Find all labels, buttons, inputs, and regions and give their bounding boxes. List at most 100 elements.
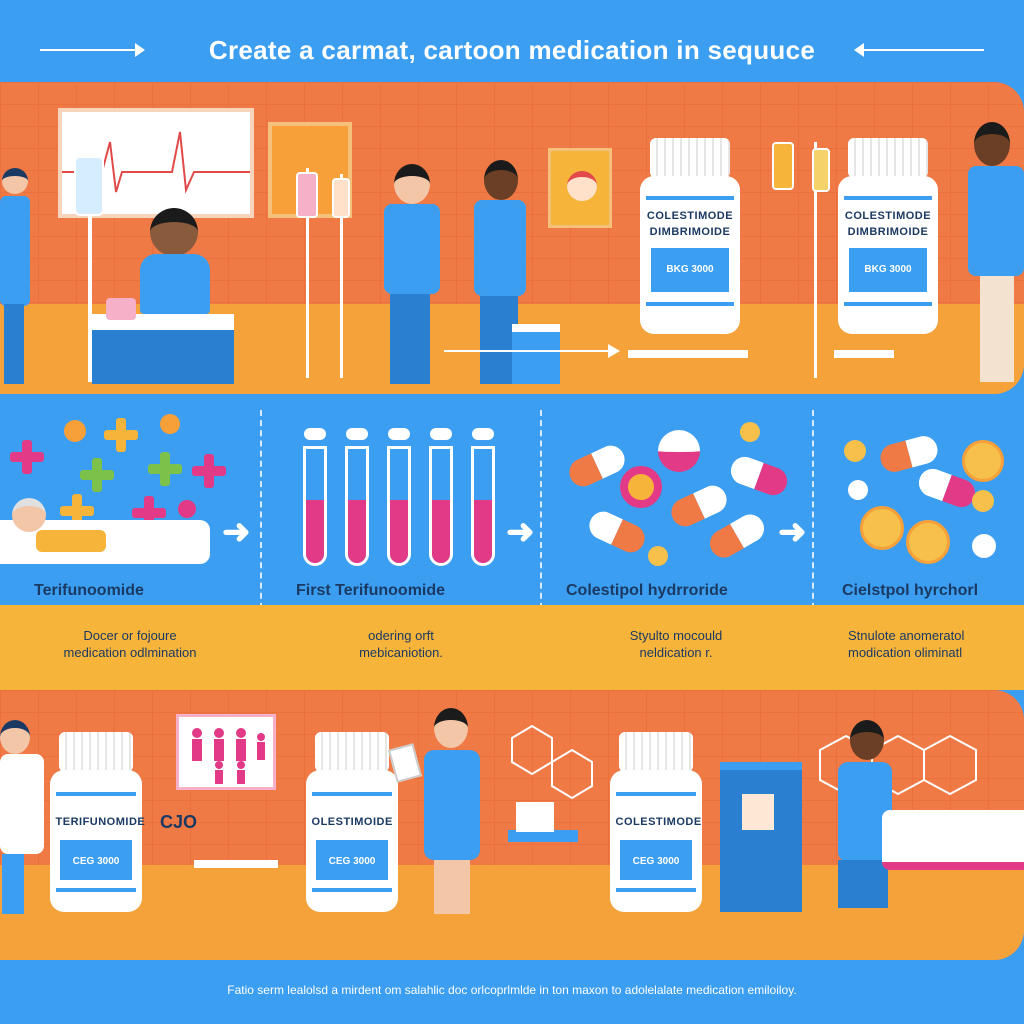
side-label-cjo: CJO xyxy=(160,812,198,832)
bench-right xyxy=(834,350,894,384)
step-2-description: odering orft mebicaniotion. xyxy=(276,628,526,662)
bottle-label-band xyxy=(651,248,729,292)
step-1-desc-line-1: Docer or fojoure xyxy=(83,628,177,643)
nurse-left-figure xyxy=(0,168,40,388)
bottle-label-name: TERIFUNOMIDE xyxy=(55,816,146,828)
flow-arrow-line xyxy=(444,350,614,352)
step-4-desc-line-2: modication oliminatl xyxy=(848,644,963,660)
header-arrow-right-icon xyxy=(135,43,145,57)
doctor-bottom-left-figure xyxy=(0,720,50,920)
test-tube-icon xyxy=(387,446,411,566)
plus-icon xyxy=(192,454,226,488)
bottle-label: COLESTIMODE DIMBRIMOIDE BKG 3000 xyxy=(646,196,734,306)
medication-bottle-bottom-3: COLESTIMODE CEG 3000 xyxy=(610,732,702,912)
bottle-label: COLESTIMODE DIMBRIMOIDE BKG 3000 xyxy=(844,196,932,306)
capsule-icon xyxy=(704,509,770,563)
step-2-desc-line-1: odering orft xyxy=(368,628,434,643)
bottle-label: OLESTIMOIDE CEG 3000 xyxy=(311,792,393,892)
medication-bottle-bottom-2: OLESTIMOIDE CEG 3000 xyxy=(306,732,398,912)
bottle-cap xyxy=(650,138,730,178)
footer: Fatio serm lealolsd a mirdent om salahli… xyxy=(0,970,1024,1010)
plus-icon xyxy=(80,458,114,492)
step-4-title: Cielstpol hyrchorl xyxy=(842,582,979,599)
iv-bag-right-2-icon xyxy=(812,148,830,192)
step-2-desc-line-2: mebicaniotion. xyxy=(359,644,443,660)
step-3-title: Colestipol hydrroride xyxy=(566,582,728,599)
nurse-bottom-figure xyxy=(420,708,484,918)
pill-icon xyxy=(658,430,700,472)
footer-caption: Fatio serm lealolsd a mirdent om salahli… xyxy=(227,983,797,997)
family-chart-poster xyxy=(176,714,276,790)
step-3-desc-line-2: neldication r. xyxy=(639,644,713,660)
step-arrow-icon: ➜ xyxy=(222,513,251,551)
molecule-right-icon xyxy=(819,734,977,796)
iv-bag-center-2-icon xyxy=(332,178,350,218)
tube-cap-icon xyxy=(430,428,452,440)
family-figures-icon xyxy=(192,728,265,784)
flow-arrow-icon xyxy=(608,344,620,358)
bottle-label-band xyxy=(849,248,927,292)
plus-icon xyxy=(132,496,166,530)
doctor-center-figure xyxy=(470,160,530,386)
medication-bottle-top-1: COLESTIMODE DIMBRIMOIDE BKG 3000 xyxy=(640,138,740,334)
test-tube-icon xyxy=(345,446,369,566)
bottle-label-band xyxy=(620,840,692,880)
bottle-label: TERIFUNOMIDE CEG 3000 xyxy=(55,792,146,892)
bottle-cap xyxy=(848,138,928,178)
bottle-label-code: CEG 3000 xyxy=(72,856,120,867)
pill-icon xyxy=(844,440,866,462)
iv-stand-left xyxy=(88,152,92,382)
header-arrow-right-line xyxy=(864,49,984,51)
steps-description-band xyxy=(0,605,1024,690)
step-1-desc-line-2: medication odlmination xyxy=(63,644,197,660)
lectern xyxy=(720,762,802,912)
step-3-desc-line-1: Styulto mocould xyxy=(629,628,723,643)
step-4-desc-line-1: Stnulote anomeratol xyxy=(848,628,965,643)
tube-cap-icon xyxy=(304,428,326,440)
step-divider-1 xyxy=(260,410,262,680)
page-title: Create a carmat, cartoon medication in s… xyxy=(208,34,816,65)
bottle-label-code: BKG 3000 xyxy=(864,264,912,275)
bottle-cap xyxy=(619,732,693,772)
bottle-label-code: BKG 3000 xyxy=(666,264,714,275)
pill-icon xyxy=(972,490,994,512)
small-table-left xyxy=(194,860,278,910)
bottle-cap xyxy=(315,732,389,772)
step-3-description: Styulto mocould neldication r. xyxy=(556,628,796,662)
pink-box xyxy=(106,298,136,320)
bottle-label-code: CEG 3000 xyxy=(632,856,680,867)
wall-poster xyxy=(548,148,612,228)
patient-blanket xyxy=(36,530,106,552)
plus-icon xyxy=(148,452,182,486)
hospital-bed-bottom xyxy=(882,810,1024,870)
iv-stand-center-1 xyxy=(306,168,309,378)
step-1-title: Terifunoomide xyxy=(34,582,144,599)
step-2-title: First Terifunoomide xyxy=(296,582,446,599)
top-scene-panel: COLESTIMODE DIMBRIMOIDE BKG 3000 COLESTI… xyxy=(0,82,1024,394)
steps-panel: ➜ ➜ ➜ Terifunoomide First Terifunoomide … xyxy=(0,400,1024,690)
patient-head-icon xyxy=(12,498,46,532)
pill-icon xyxy=(962,440,1004,482)
pill-icon xyxy=(740,422,760,442)
plus-icon xyxy=(60,494,94,528)
pill-icon xyxy=(906,520,950,564)
tube-cap-icon xyxy=(388,428,410,440)
header-bar: Create a carmat, cartoon medication in s… xyxy=(0,20,1024,80)
ecg-line-icon xyxy=(62,131,250,194)
header-arrow-left-line xyxy=(40,49,135,51)
pill-icon xyxy=(620,466,662,508)
bottle-label-name-2: DIMBRIMOIDE xyxy=(649,226,731,238)
iv-stand-right xyxy=(814,142,817,378)
bottle-label-name-1: COLESTIMODE xyxy=(844,210,932,222)
pill-icon xyxy=(860,506,904,550)
cart xyxy=(512,324,560,384)
bottle-label-name: OLESTIMOIDE xyxy=(311,816,393,828)
tube-cap-icon xyxy=(472,428,494,440)
step-divider-3 xyxy=(812,410,814,680)
molecule-left-icon xyxy=(511,724,593,800)
dot-icon xyxy=(160,414,180,434)
iv-stand-center-2 xyxy=(340,174,343,378)
test-tube-icon xyxy=(429,446,453,566)
capsule-icon xyxy=(584,507,650,557)
bottle-label: COLESTIMODE CEG 3000 xyxy=(615,792,701,892)
